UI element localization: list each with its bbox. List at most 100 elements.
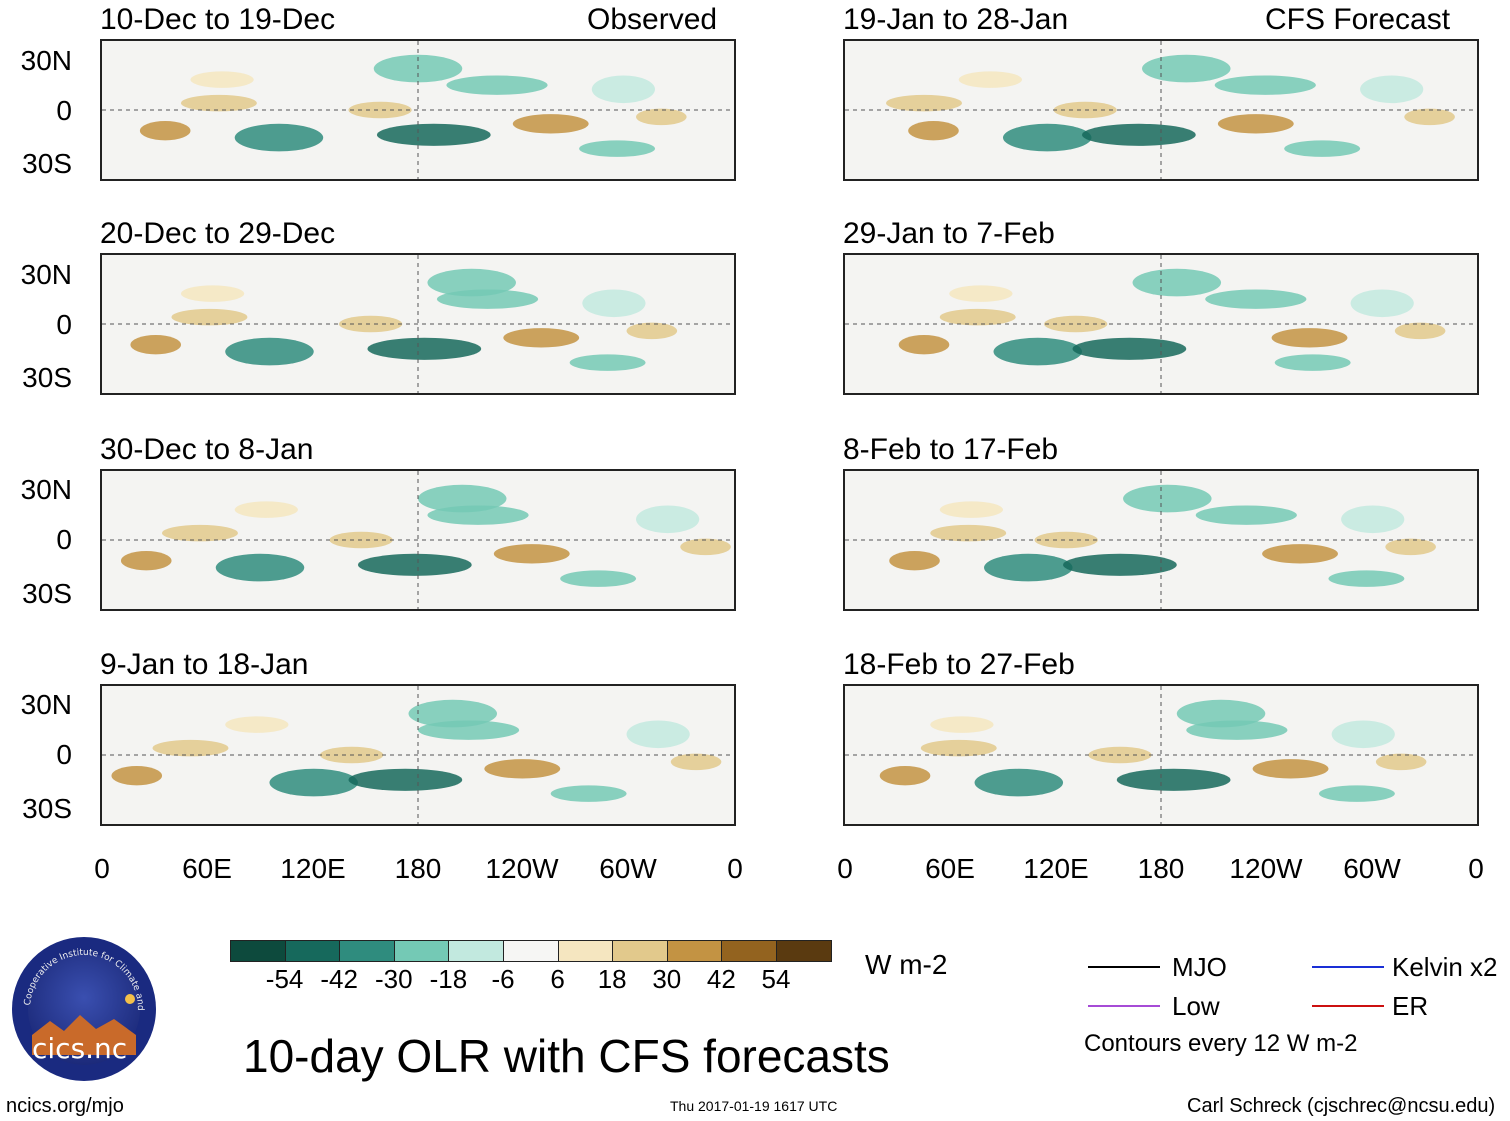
olr-anomaly-shading [215,553,305,582]
olr-anomaly-shading [1176,699,1266,728]
olr-anomaly-shading [1186,720,1288,740]
olr-anomaly-shading [1319,785,1395,802]
logo-text: cics.nc [32,1032,128,1065]
olr-anomaly-shading [111,766,163,786]
olr-anomaly-shading [152,739,229,757]
olr-anomaly-shading [1385,538,1436,556]
olr-anomaly-shading [269,768,358,797]
olr-anomaly-shading [162,524,238,542]
olr-anomaly-shading [1350,289,1414,318]
lat-label: 30N [20,474,72,505]
lon-label: 60W [1343,853,1401,884]
olr-anomaly-shading [225,716,289,733]
lon-label: 0 [727,853,743,884]
olr-anomaly-shading [503,328,580,348]
lat-label: 0 [56,739,72,770]
olr-anomaly-shading [139,121,191,141]
olr-anomaly-shading [958,71,1022,88]
legend-label-low: Low [1172,991,1220,1021]
olr-map-shading [845,471,1477,609]
lon-label: 60W [599,853,657,884]
olr-anomaly-shading [1360,75,1424,104]
panel-title: 10-Dec to 19-Dec [100,3,336,36]
lon-label: 60E [925,853,975,884]
olr-anomaly-shading [427,268,516,297]
panel-title: 29-Jan to 7-Feb [843,217,1055,250]
olr-anomaly-shading [1072,337,1187,360]
olr-anomaly-shading [234,501,298,518]
olr-anomaly-shading [898,335,950,355]
lon-label: 0 [837,853,853,884]
olr-anomaly-shading [225,337,314,366]
panel-title: 19-Jan to 28-Jan [843,3,1069,36]
legend-label-kelvin: Kelvin x2 [1392,952,1498,982]
lat-label: 0 [56,524,72,555]
lon-label: 180 [1137,853,1185,884]
panel-title: 9-Jan to 18-Jan [100,648,309,681]
colorbar-swatch [393,940,450,962]
olr-map-shading [102,686,734,824]
olr-anomaly-shading [949,285,1013,302]
colorbar-swatch [503,940,559,962]
olr-anomaly-shading [993,337,1082,366]
olr-map-panel [100,253,736,395]
website-link[interactable]: ncics.org/mjo [6,1095,124,1117]
olr-anomaly-shading [181,285,245,302]
colorbar-tick-label: 6 [550,964,565,994]
olr-anomaly-shading [348,768,463,791]
olr-anomaly-shading [984,553,1073,582]
timestamp: Thu 2017-01-19 1617 UTC [670,1098,838,1114]
lat-label: 0 [56,309,72,340]
lat-label: 30S [22,578,72,609]
olr-anomaly-shading [130,335,181,355]
olr-anomaly-shading [930,716,994,733]
colorbar-swatch [612,940,668,962]
olr-anomaly-shading [1271,328,1348,348]
olr-map-panel [100,39,736,181]
olr-anomaly-shading [436,289,539,309]
olr-anomaly-shading [1082,123,1196,146]
cics-logo: Cooperative Institute for Climate and Sa… [7,928,158,1083]
olr-anomaly-shading [120,551,172,571]
colorbar-swatch [776,940,832,962]
olr-anomaly-shading [512,114,589,134]
olr-anomaly-shading [908,121,959,141]
olr-anomaly-shading [1217,114,1294,134]
olr-anomaly-shading [1205,289,1307,309]
colorbar-swatch [284,940,341,962]
olr-map-shading [845,255,1477,393]
olr-anomaly-shading [171,308,248,326]
colorbar-swatch [666,940,723,962]
olr-anomaly-shading [560,570,637,587]
olr-map-shading [845,41,1477,179]
olr-anomaly-shading [234,123,324,152]
panel-title: 30-Dec to 8-Jan [100,433,314,466]
lat-label: 30S [22,793,72,824]
olr-anomaly-shading [408,699,498,728]
olr-map-shading [102,255,734,393]
olr-anomaly-shading [974,768,1064,797]
olr-anomaly-shading [339,315,403,333]
lat-label: 0 [56,95,72,126]
colorbar-tick-label: -30 [375,964,413,994]
olr-anomaly-shading [1262,544,1338,564]
colorbar-tick-label: 18 [597,964,627,994]
olr-map-panel [843,39,1479,181]
olr-anomaly-shading [579,140,655,157]
olr-map-panel [100,469,736,611]
olr-map-panel [843,684,1479,826]
lat-label: 30N [20,45,72,76]
colorbar-tick-label: -54 [265,964,304,994]
olr-anomaly-shading [550,785,627,802]
forecast-label: CFS Forecast [1265,3,1451,36]
olr-anomaly-shading [1116,768,1231,791]
lon-label: 180 [394,853,442,884]
lon-label: 120W [1229,853,1303,884]
olr-anomaly-shading [636,505,700,534]
olr-map-panel [843,253,1479,395]
olr-anomaly-shading [1063,553,1177,576]
olr-anomaly-shading [348,101,412,119]
lat-label: 30S [22,362,72,393]
olr-anomaly-shading [1214,75,1316,95]
lon-label: 60E [182,853,232,884]
